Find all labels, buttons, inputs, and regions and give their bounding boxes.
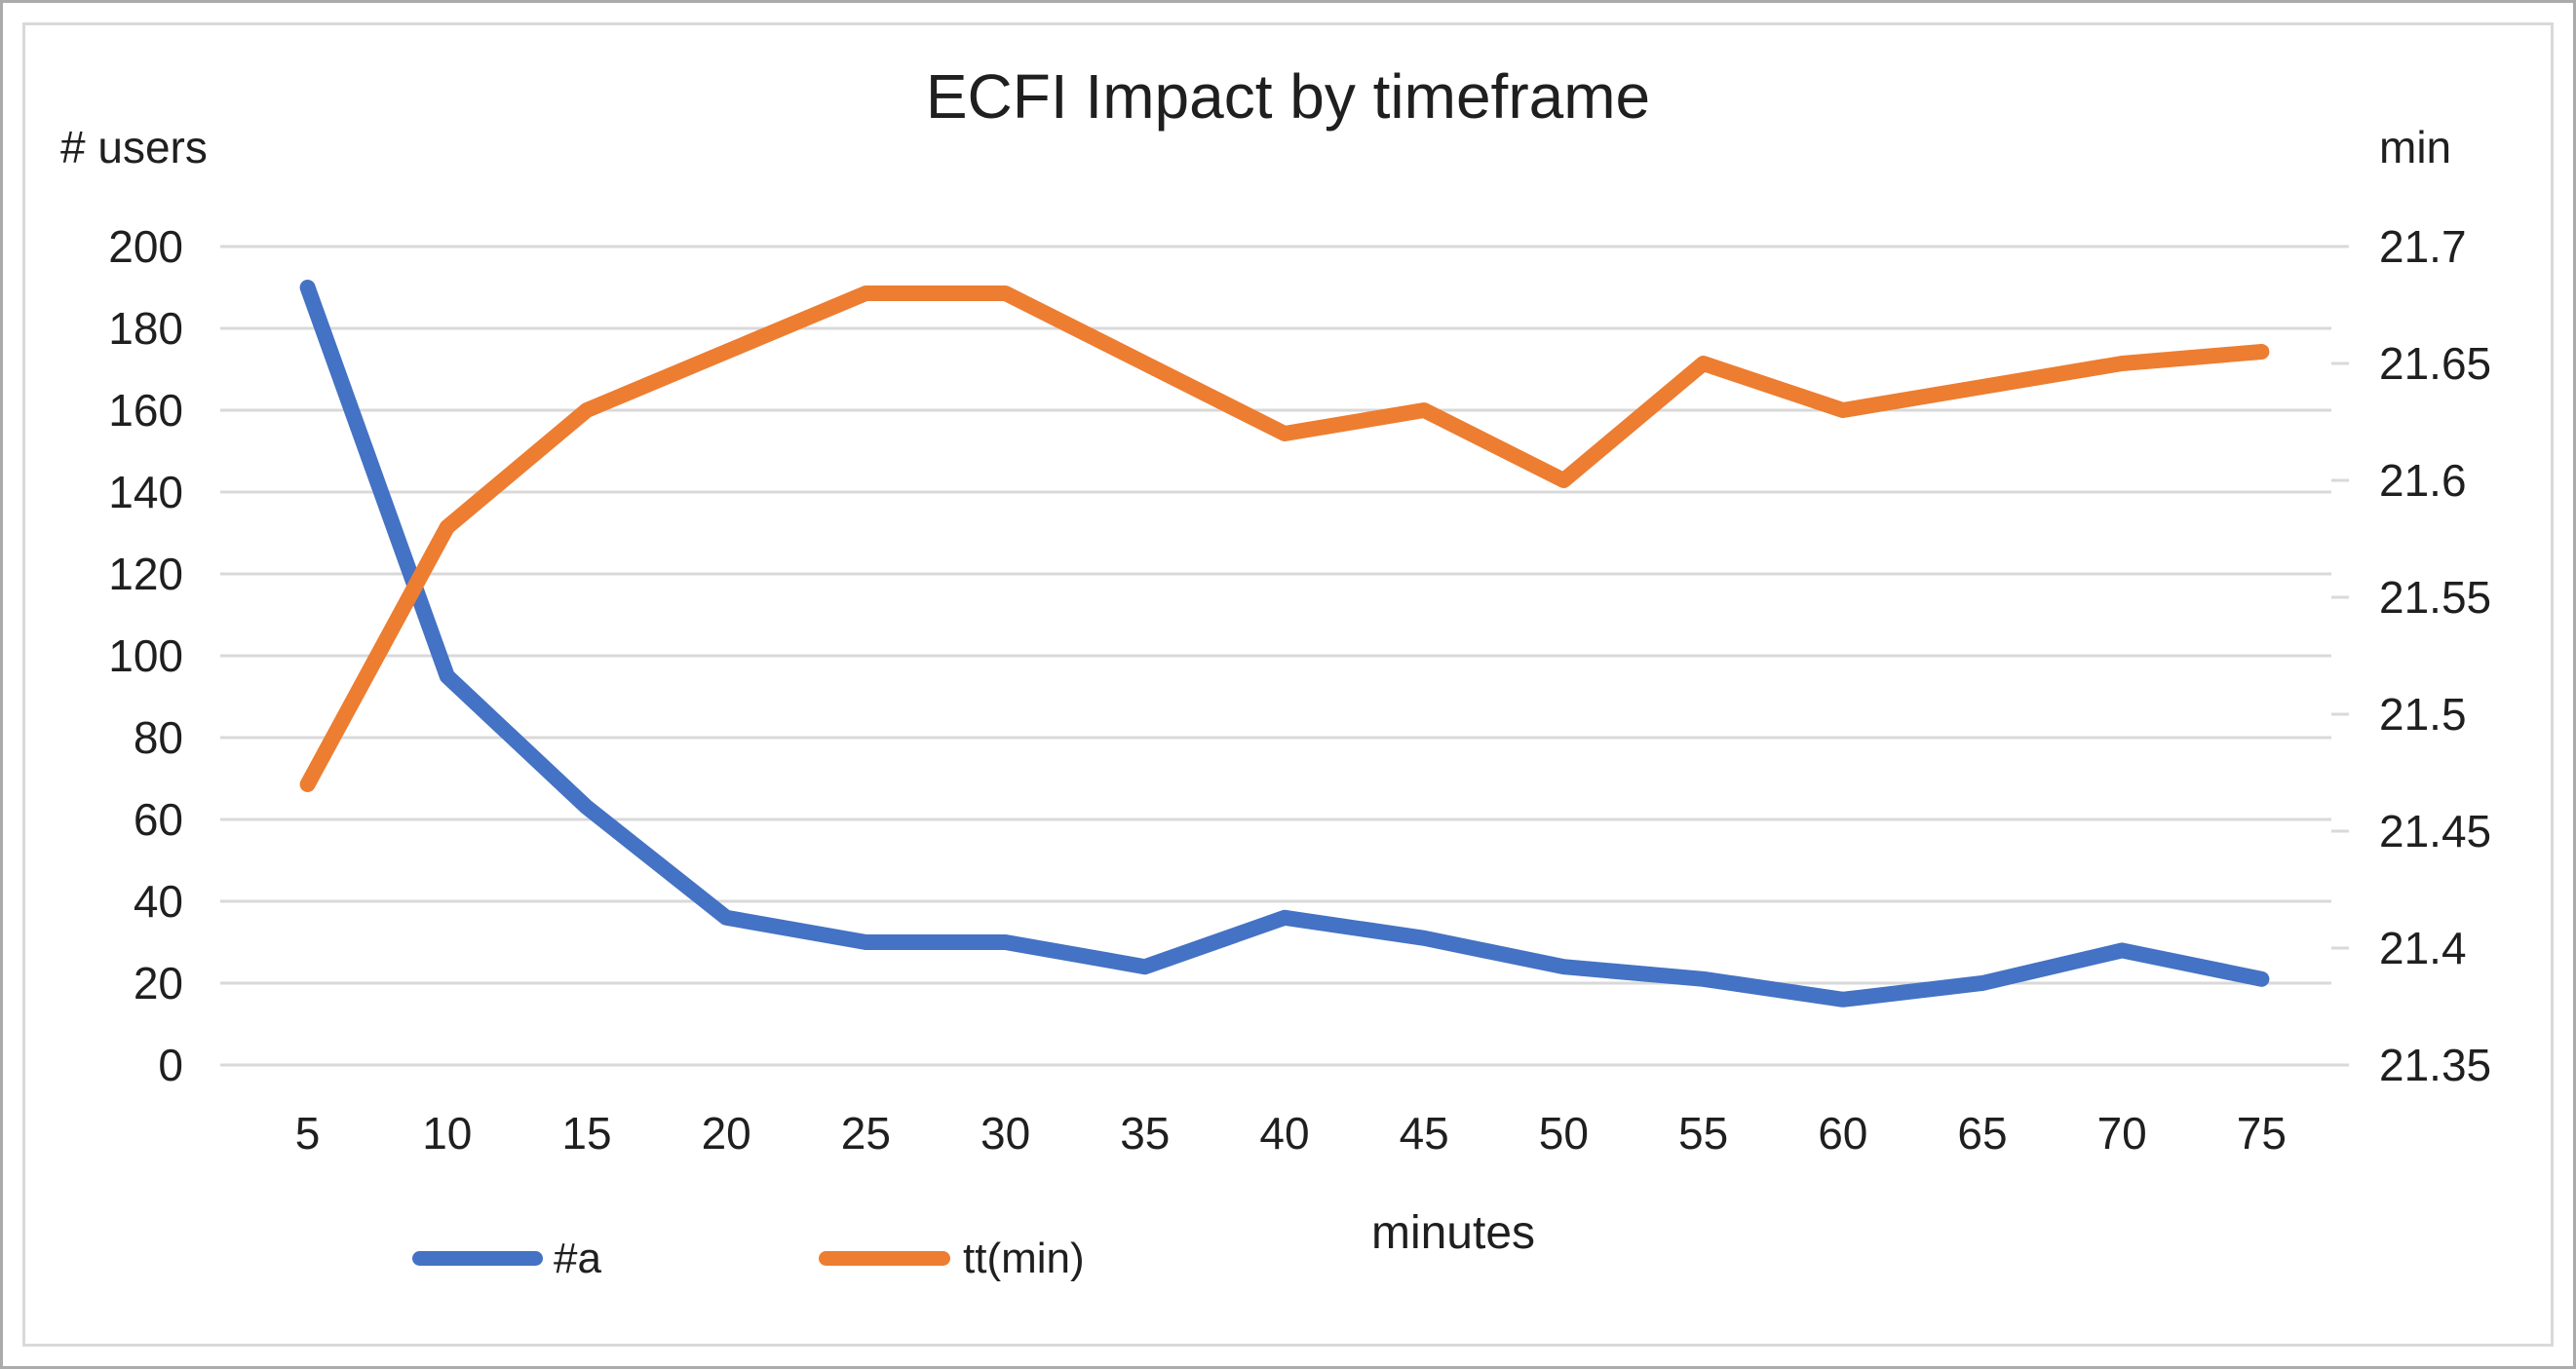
x-axis-tick-label: 35: [1120, 1108, 1171, 1159]
x-axis-tick-label: 20: [701, 1108, 751, 1159]
x-axis-tick-label: 50: [1538, 1108, 1589, 1159]
x-axis-tick-label: 75: [2236, 1108, 2287, 1159]
x-axis-tick-label: 25: [840, 1108, 891, 1159]
legend-label-users: #a: [554, 1235, 601, 1282]
right-axis-tick-label: 21.35: [2379, 1040, 2492, 1090]
right-axis-tick-label: 21.4: [2379, 923, 2467, 973]
left-axis-tick-label: 20: [133, 958, 183, 1008]
legend-swatch-tt-min: [819, 1251, 950, 1266]
left-axis-tick-label: 0: [158, 1040, 183, 1090]
right-axis-tick-label: 21.5: [2379, 689, 2467, 740]
right-axis-tick-label: 21.55: [2379, 572, 2492, 623]
right-axis-tick-label: 21.45: [2379, 806, 2492, 856]
right-axis-tick-label: 21.65: [2379, 338, 2492, 389]
x-axis-tick-label: 40: [1259, 1108, 1310, 1159]
left-axis-unit-label: # users: [60, 122, 208, 172]
axis-tick-marks: [220, 245, 2349, 1067]
left-axis-tick-label: 140: [108, 467, 183, 517]
x-axis-tick-label: 10: [422, 1108, 473, 1159]
left-axis-tick-label: 120: [108, 549, 183, 599]
x-axis-tick-label: 45: [1399, 1108, 1449, 1159]
x-axis-tick-label: 70: [2096, 1108, 2147, 1159]
right-axis-tick-label: 21.7: [2379, 221, 2467, 272]
left-axis-tick-label: 180: [108, 303, 183, 354]
x-axis-tick-label: 60: [1818, 1108, 1868, 1159]
x-axis-tick-label: 30: [980, 1108, 1031, 1159]
legend-swatch-users: [412, 1251, 543, 1266]
series-line-tt-min: [299, 285, 2270, 792]
left-axis-tick-label: 200: [108, 221, 183, 272]
left-axis-tick-label: 160: [108, 385, 183, 436]
left-axis-tick-label: 60: [133, 794, 183, 845]
chart-title: ECFI Impact by timeframe: [925, 61, 1651, 132]
right-axis-tick-label: 21.6: [2379, 455, 2467, 506]
x-axis-tick-label: 55: [1678, 1108, 1729, 1159]
legend-label-tt-min: tt(min): [963, 1235, 1085, 1282]
right-axis-unit-label: min: [2379, 122, 2452, 172]
left-axis-tick-label: 100: [108, 630, 183, 681]
x-axis-title: minutes: [1370, 1207, 1536, 1259]
chart-area-frame: [22, 22, 2554, 1347]
legend-item-users: #a: [412, 1230, 724, 1288]
x-axis-tick-label: 15: [561, 1108, 612, 1159]
legend-item-tt-min: tt(min): [819, 1230, 1170, 1288]
gridlines: [238, 245, 2331, 1067]
left-axis-tick-label: 80: [133, 712, 183, 763]
left-axis-tick-label: 40: [133, 876, 183, 927]
series-line-users: [299, 280, 2270, 1008]
x-axis-tick-label: 5: [294, 1108, 321, 1159]
x-axis-tick-label: 65: [1957, 1108, 2008, 1159]
